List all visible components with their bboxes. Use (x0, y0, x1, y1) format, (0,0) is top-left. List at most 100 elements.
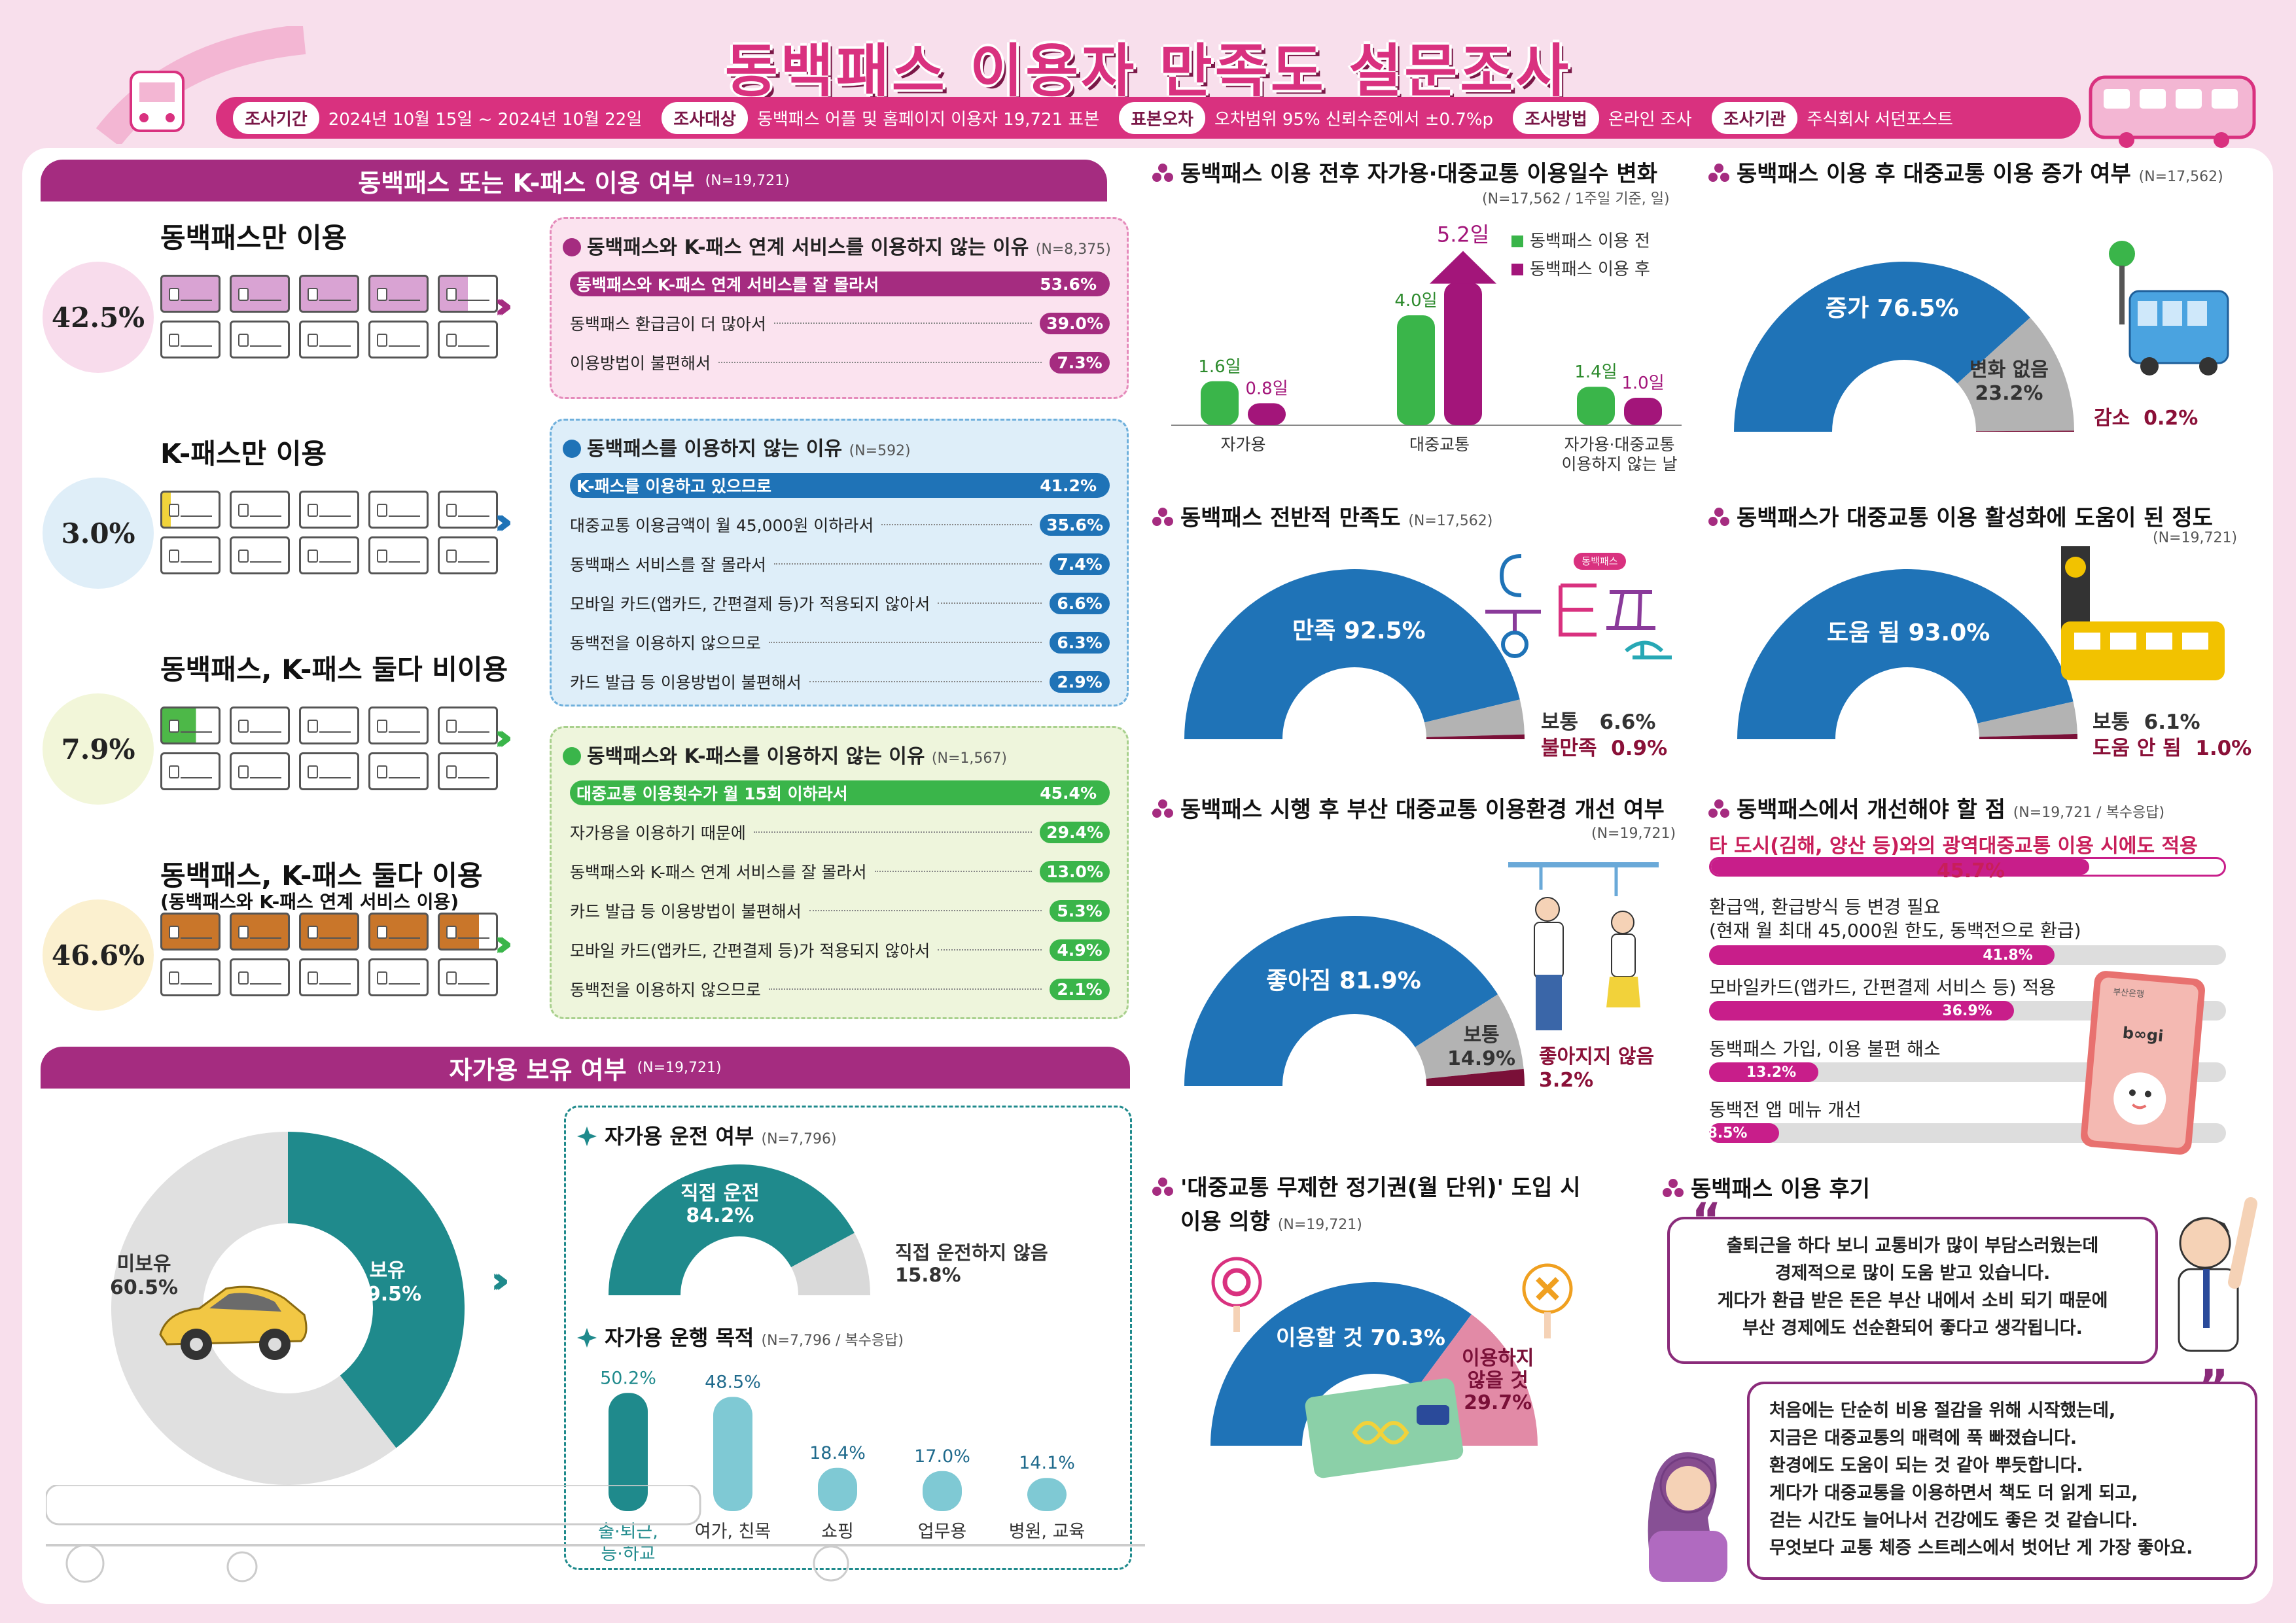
transit-card-icon (368, 707, 429, 744)
days-note: (N=17,562 / 1주일 기준, 일) (1482, 191, 1670, 207)
gauge-segment (1210, 1282, 1472, 1446)
bar-value-label: 18.4% (809, 1443, 866, 1463)
category-label: 여가, 친목 (695, 1522, 771, 1542)
transit-card-icon (299, 536, 359, 574)
transit-card-icon (438, 275, 498, 313)
section-bullet-icon (1708, 164, 1729, 182)
reason-row: 대중교통 이용횟수가 월 15회 이하라서 45.4% (570, 780, 1110, 805)
transit-card-icon (368, 491, 429, 529)
o-sign-icon (1211, 1257, 1262, 1332)
gauge-segment (1424, 699, 1525, 737)
reason-box-3: 동백패스와 K-패스를 이용하지 않는 이유 (N=1,567) 대중교통 이용… (550, 726, 1129, 1019)
info-tag: 조사기간 (233, 101, 319, 134)
reason-row: 동백전을 이용하지 않으므로 6.3% (570, 630, 1110, 655)
reason-row: 자가용을 이용하기 때문에 29.4% (570, 820, 1110, 845)
x-sign-icon (1522, 1263, 1573, 1338)
car-not-pct: 60.5% (110, 1276, 179, 1299)
car-icon (159, 1285, 308, 1360)
reason-row: 카드 발급 등 이용방법이 불편해서 2.9% (570, 669, 1110, 694)
donut-segment (288, 1132, 465, 1448)
transit-card-icon (368, 536, 429, 574)
reason-row: 동백전을 이용하지 않으므로 2.1% (570, 977, 1110, 1002)
bar-value-label: 1.4일 (1574, 362, 1617, 382)
reason-row: 이용방법이 불편해서 7.3% (570, 350, 1110, 375)
reason-row: 대중교통 이용금액이 월 45,000원 이하라서 35.6% (570, 512, 1110, 537)
gauge-segment (1737, 568, 2074, 739)
dongbaek-pass-logo: 동백패스 (1485, 553, 1672, 659)
chevron-right-icon: ››› (494, 922, 514, 965)
review-line: 게다가 환급 받은 돈은 부산 내에서 소비 되기 때문에 (1717, 1291, 2108, 1311)
reason-pct: 13.0% (1040, 860, 1110, 882)
transit-card-icon (160, 958, 221, 996)
reason-row: 동백패스 서비스를 잘 몰라서 7.4% (570, 551, 1110, 576)
group-pct-circle: 7.9% (43, 693, 154, 805)
reason-title: 동백패스와 K-패스를 이용하지 않는 이유 (587, 745, 925, 768)
improve-bar-fill (1709, 945, 2055, 965)
chevron-right-icon: ››› (491, 1259, 510, 1302)
improve-pct: 36.9% (1942, 1003, 1992, 1019)
reason-pct: 6.3% (1050, 631, 1110, 654)
bus-icon (2089, 75, 2256, 148)
pass-title: '대중교통 무제한 정기권(월 단위)' 도입 시 (1180, 1175, 1581, 1201)
gauge-segment (1977, 701, 2077, 737)
section-bullet-icon (1152, 164, 1173, 182)
card-bank-text: 부산은행 (2113, 986, 2145, 1000)
gauge-segment (1734, 262, 2030, 432)
transit-card-icon (368, 752, 429, 790)
reason-row: 동백패스와 K-패스 연계 서비스를 잘 몰라서 53.6% (570, 271, 1110, 296)
leader-dots (768, 642, 1042, 643)
reason-pct: 4.9% (1050, 939, 1110, 961)
card-grid (160, 707, 498, 790)
improve-pct: 13.2% (1746, 1064, 1797, 1081)
transit-card-icon (438, 752, 498, 790)
plus-icon (577, 1328, 597, 1348)
section-bullet-icon (1708, 799, 1729, 818)
reason-pct: 39.0% (1040, 312, 1110, 334)
section-bullet-icon (1152, 799, 1173, 818)
pass-a-pct: 70.3% (1370, 1325, 1445, 1350)
drive-yes-label: 직접 운전 (680, 1182, 760, 1205)
transit-card-icon (160, 275, 221, 313)
reason-n: (N=8,375) (1035, 241, 1111, 258)
usage-title: 동백패스 또는 K-패스 이용 여부 (358, 168, 695, 198)
drive-gauge (609, 1164, 870, 1295)
bar-before (1397, 315, 1435, 425)
environment-n: (N=19,721) (1591, 826, 1676, 842)
gauge-segment (1957, 317, 2074, 432)
transit-card-icon (438, 536, 498, 574)
leader-dots (809, 681, 1042, 682)
leader-dots (773, 323, 1033, 324)
reason-box-2: 동백패스를 이용하지 않는 이유 (N=592) K-패스를 이용하고 있으므로… (550, 419, 1129, 707)
help-b-label: 보통 (2093, 710, 2130, 734)
section-bullet-icon (1152, 1178, 1173, 1196)
improve-pct: 8.5% (1707, 1125, 1748, 1142)
train-icon (96, 26, 306, 144)
reason-box-1: 동백패스와 K-패스 연계 서비스를 이용하지 않는 이유 (N=8,375) … (550, 217, 1129, 399)
pass-title2: 이용 의향 (1180, 1209, 1270, 1235)
improve-label: 환급액, 환급방식 등 변경 필요 (1709, 896, 1941, 918)
gauge-segment (1184, 569, 1520, 739)
transit-card-icon (438, 321, 498, 358)
transit-card-icon (299, 707, 359, 744)
satisfaction-n: (N=17,562) (1408, 513, 1493, 529)
reason-label: 모바일 카드(앱카드, 간편결제 등)가 적용되지 않아서 (570, 941, 930, 960)
car-n: (N=19,721) (637, 1059, 722, 1076)
usage-banner: 동백패스 또는 K-패스 이용 여부 (N=19,721) (41, 160, 1107, 201)
transit-card-icon (230, 321, 290, 358)
purpose-bar (713, 1397, 752, 1511)
leader-dots (753, 831, 1033, 833)
improve-label: 타 도시(김해, 양산 등)와의 광역대중교통 이용 시에도 적용 (1709, 835, 2198, 858)
help-c-label: 도움 안 됨 (2093, 737, 2181, 760)
city-bus-icon (2109, 241, 2229, 375)
subway-icon (2061, 546, 2225, 680)
reason-label: 동백전을 이용하지 않으므로 (570, 634, 761, 653)
up-arrow-icon (1430, 251, 1496, 284)
info-value: 주식회사 서던포스트 (1807, 109, 1953, 130)
transit-card-icon (230, 536, 290, 574)
reviews-title: 동백패스 이용 후기 (1691, 1176, 1870, 1202)
chevron-right-icon: ››› (494, 716, 514, 759)
bar-value-label: 17.0% (914, 1446, 970, 1467)
gauge-segment (1979, 733, 2077, 739)
improve-bar-fill (1709, 1123, 1780, 1143)
card-grid (160, 913, 498, 996)
